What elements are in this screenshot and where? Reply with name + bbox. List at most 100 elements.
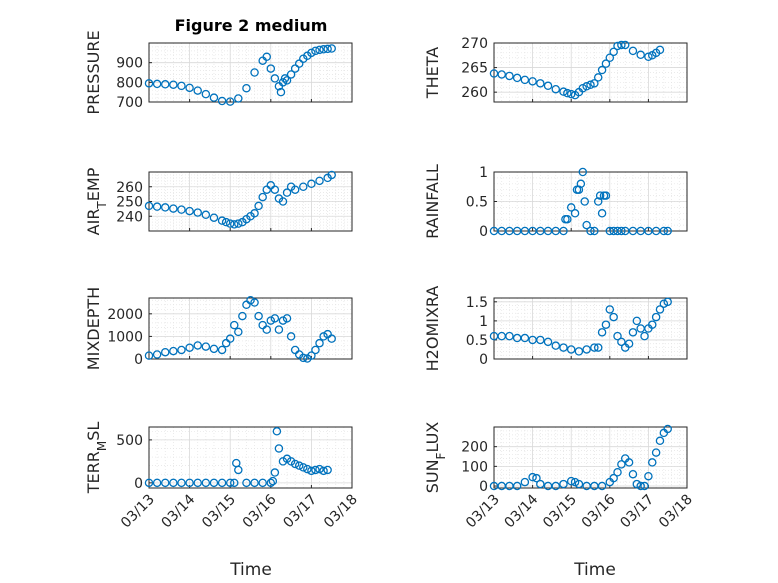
data-point bbox=[582, 345, 591, 354]
data-point bbox=[620, 40, 630, 50]
data-point bbox=[307, 48, 316, 58]
data-point bbox=[230, 220, 239, 229]
y-axis-label-tail: LUX bbox=[423, 422, 442, 453]
y-axis-label: AIRTEMP bbox=[84, 167, 109, 235]
data-point bbox=[636, 481, 645, 491]
data-point bbox=[272, 427, 282, 436]
data-point bbox=[655, 436, 665, 446]
data-point bbox=[580, 197, 589, 206]
data-point bbox=[520, 477, 530, 487]
data-point bbox=[582, 82, 591, 91]
data-point bbox=[290, 64, 300, 73]
data-point bbox=[266, 316, 276, 325]
data-point bbox=[597, 209, 607, 218]
data-point bbox=[217, 478, 227, 488]
data-point bbox=[152, 79, 162, 89]
data-point bbox=[505, 331, 514, 341]
data-point bbox=[221, 217, 231, 227]
data-point bbox=[160, 478, 170, 488]
data-point bbox=[193, 341, 202, 350]
data-point bbox=[617, 40, 626, 50]
data-point bbox=[327, 44, 336, 53]
data-point bbox=[624, 339, 634, 348]
data-point bbox=[640, 481, 649, 491]
y-tick-label: 0.5 bbox=[466, 195, 488, 211]
data-point bbox=[659, 226, 669, 236]
data-point bbox=[225, 219, 235, 228]
data-point bbox=[644, 471, 653, 481]
subplot-4: 0 0.5 1 RAINFALL bbox=[423, 164, 688, 240]
data-point bbox=[169, 204, 178, 213]
subplot-1: 700 800 900 PRESSURE bbox=[84, 30, 353, 115]
data-point bbox=[217, 345, 227, 355]
data-point bbox=[225, 478, 235, 488]
data-point bbox=[582, 220, 591, 230]
y-tick-label: 0 bbox=[479, 224, 488, 240]
data-point bbox=[497, 70, 506, 79]
y-axis-label-subscript: M bbox=[95, 441, 109, 451]
data-point bbox=[601, 191, 611, 200]
data-point bbox=[590, 79, 599, 88]
x-axis-label-left: Time bbox=[229, 560, 272, 580]
data-point bbox=[663, 297, 672, 307]
data-point bbox=[536, 479, 545, 489]
y-tick-label: 500 bbox=[116, 433, 143, 449]
data-point bbox=[319, 45, 328, 54]
data-point bbox=[258, 478, 267, 488]
y-axis-label: MIXDEPTH bbox=[84, 287, 103, 370]
data-point bbox=[270, 74, 280, 83]
data-point bbox=[144, 201, 154, 211]
data-point bbox=[177, 478, 186, 488]
data-point bbox=[624, 458, 634, 467]
data-point bbox=[185, 343, 194, 352]
data-point bbox=[258, 192, 267, 202]
data-point bbox=[307, 179, 316, 189]
data-point bbox=[559, 226, 568, 236]
data-point bbox=[185, 478, 194, 488]
data-point bbox=[290, 185, 300, 194]
data-point bbox=[268, 476, 278, 486]
y-axis-label-main: AIR bbox=[84, 209, 103, 236]
y-tick-label: 260 bbox=[461, 85, 488, 101]
y-tick-label: 270 bbox=[461, 36, 488, 52]
y-tick-label: 265 bbox=[461, 61, 488, 77]
data-point bbox=[177, 205, 186, 214]
data-point bbox=[270, 185, 280, 194]
y-tick-label: 1.5 bbox=[466, 295, 488, 311]
data-point bbox=[574, 185, 584, 194]
data-point bbox=[327, 334, 336, 343]
axes-frame bbox=[493, 42, 688, 103]
data-point bbox=[238, 311, 247, 321]
data-point bbox=[286, 332, 296, 341]
data-point bbox=[528, 472, 537, 482]
data-point bbox=[169, 346, 178, 356]
y-axis-label-main: TERR bbox=[84, 451, 103, 494]
data-point bbox=[270, 314, 280, 323]
data-point bbox=[590, 343, 599, 352]
y-axis-label-tail: EMP bbox=[84, 167, 103, 201]
data-point bbox=[644, 52, 653, 62]
data-point bbox=[274, 444, 284, 453]
y-tick-label: 100 bbox=[461, 459, 488, 475]
data-point bbox=[201, 478, 211, 488]
data-point bbox=[160, 347, 170, 357]
data-point bbox=[144, 351, 154, 360]
data-point bbox=[570, 209, 580, 218]
data-point bbox=[532, 473, 541, 483]
data-point bbox=[566, 203, 576, 212]
data-point bbox=[559, 479, 568, 489]
data-point bbox=[250, 298, 259, 307]
data-point bbox=[230, 478, 239, 488]
data-point bbox=[201, 342, 211, 351]
data-point bbox=[651, 448, 661, 457]
data-point bbox=[307, 351, 316, 360]
data-point bbox=[209, 93, 219, 102]
x-axis-label-right: Time bbox=[573, 560, 616, 580]
y-axis-label: PRESSURE bbox=[84, 30, 103, 114]
data-point bbox=[563, 88, 572, 98]
data-point bbox=[193, 208, 202, 217]
data-point bbox=[319, 332, 328, 341]
data-point bbox=[609, 47, 618, 57]
